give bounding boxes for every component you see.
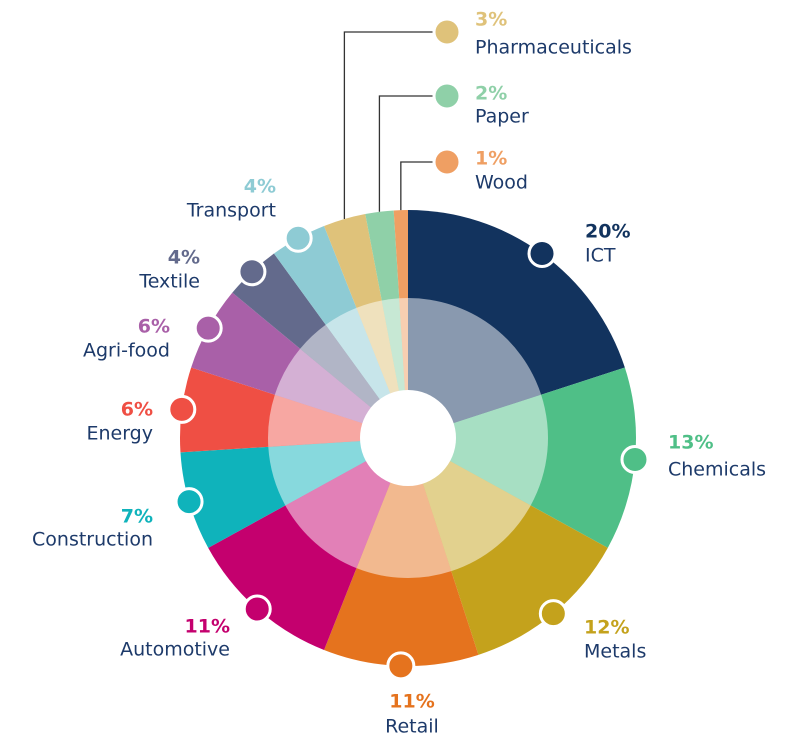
value-label: 11% [185, 616, 230, 638]
marker [527, 239, 557, 269]
value-label: 7% [121, 506, 153, 528]
marker [432, 17, 462, 47]
value-label: 4% [168, 247, 200, 269]
marker [432, 81, 462, 111]
value-label: 3% [475, 9, 507, 31]
category-label: Chemicals [668, 459, 766, 481]
value-label: 6% [138, 316, 170, 338]
marker [167, 394, 197, 424]
inner-ring [356, 438, 452, 579]
category-label: Retail [385, 716, 439, 738]
category-label: ICT [585, 245, 616, 267]
marker [386, 651, 416, 681]
marker [620, 444, 650, 474]
value-label: 6% [121, 399, 153, 421]
category-label: Automotive [120, 639, 230, 661]
leader-line [343, 31, 433, 220]
category-label: Wood [475, 172, 528, 194]
category-label: Agri-food [83, 340, 170, 362]
leader-line [378, 95, 433, 212]
category-label: Paper [475, 106, 529, 128]
marker [432, 147, 462, 177]
category-label: Energy [86, 423, 153, 445]
value-label: 1% [475, 148, 507, 170]
inner-ring [408, 298, 542, 438]
marker [242, 594, 272, 624]
value-label: 2% [475, 83, 507, 105]
category-label: Textile [138, 271, 200, 293]
center-hole [360, 390, 456, 486]
value-label: 4% [244, 176, 276, 198]
leader-line [400, 161, 433, 211]
inner-ring [408, 394, 548, 506]
category-label: Transport [186, 200, 276, 222]
marker [283, 223, 313, 253]
marker [538, 599, 568, 629]
marker [237, 257, 267, 287]
value-label: 12% [584, 617, 629, 639]
marker [193, 313, 223, 343]
marker [174, 487, 204, 517]
category-label: Pharmaceuticals [475, 37, 632, 59]
category-label: Metals [584, 641, 646, 663]
value-label: 20% [585, 221, 630, 243]
value-label: 11% [389, 691, 434, 713]
value-label: 13% [668, 432, 713, 454]
category-label: Construction [32, 529, 153, 551]
